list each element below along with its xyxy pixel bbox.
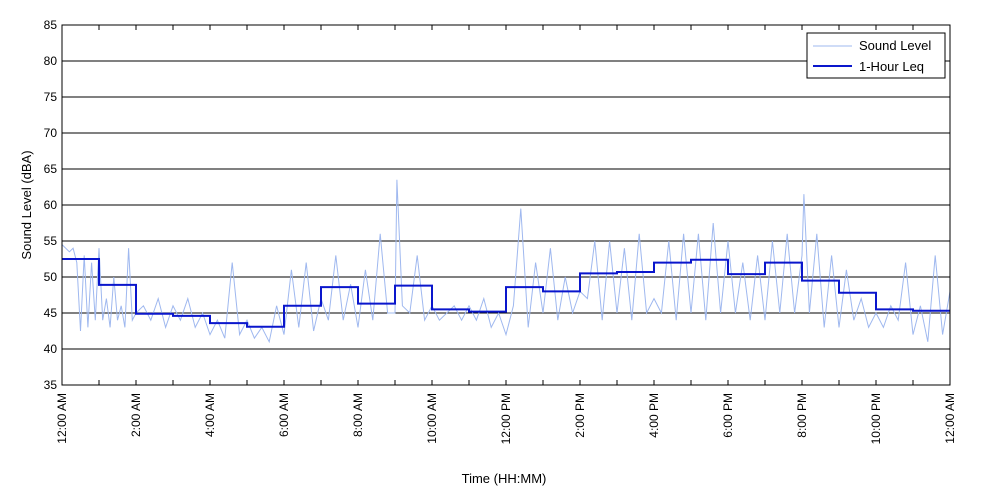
x-tick-label: 8:00 PM xyxy=(795,393,809,438)
plot-border xyxy=(61,24,951,386)
legend-label-sound-level: Sound Level xyxy=(859,38,931,53)
x-tick-label: 4:00 PM xyxy=(647,393,661,438)
y-tick-label: 75 xyxy=(44,90,58,104)
x-tick-label: 6:00 AM xyxy=(277,393,291,437)
y-tick-label: 60 xyxy=(44,198,58,212)
series-1-hour-leq xyxy=(62,258,950,328)
x-tick-label: 12:00 AM xyxy=(55,393,69,444)
y-tick-label: 55 xyxy=(44,234,58,248)
line-sound-level xyxy=(61,179,951,344)
x-tick-label: 8:00 AM xyxy=(351,393,365,437)
y-tick-label: 85 xyxy=(44,18,58,32)
y-axis-title: Sound Level (dBA) xyxy=(19,150,34,259)
x-tick-label: 4:00 AM xyxy=(203,393,217,437)
y-tick-label: 40 xyxy=(44,342,58,356)
legend: Sound Level 1-Hour Leq xyxy=(806,32,946,79)
y-tick-label: 45 xyxy=(44,306,58,320)
x-tick-label: 2:00 AM xyxy=(129,393,143,437)
x-tick-label: 10:00 PM xyxy=(869,393,883,444)
x-tick-label: 6:00 PM xyxy=(721,393,735,438)
series-sound-level xyxy=(61,179,951,344)
x-tick-label: 12:00 AM xyxy=(943,393,957,444)
gridlines xyxy=(62,60,950,350)
y-tick-label: 35 xyxy=(44,378,58,392)
x-tick-label: 12:00 PM xyxy=(499,393,513,444)
x-tick-label: 10:00 AM xyxy=(425,393,439,444)
line-1-hour-leq xyxy=(62,258,950,328)
y-tick-label: 50 xyxy=(44,270,58,284)
x-axis-ticks: 12:00 AM 2:00 AM 4:00 AM 6:00 AM 8:00 AM 10:0… xyxy=(55,25,957,444)
y-tick-label: 80 xyxy=(44,54,58,68)
y-tick-label: 65 xyxy=(44,162,58,176)
y-tick-label: 70 xyxy=(44,126,58,140)
x-axis-title: Time (HH:MM) xyxy=(462,471,547,486)
x-tick-label: 2:00 PM xyxy=(573,393,587,438)
legend-box xyxy=(806,32,946,79)
legend-label-1-hour-leq: 1-Hour Leq xyxy=(859,59,924,74)
